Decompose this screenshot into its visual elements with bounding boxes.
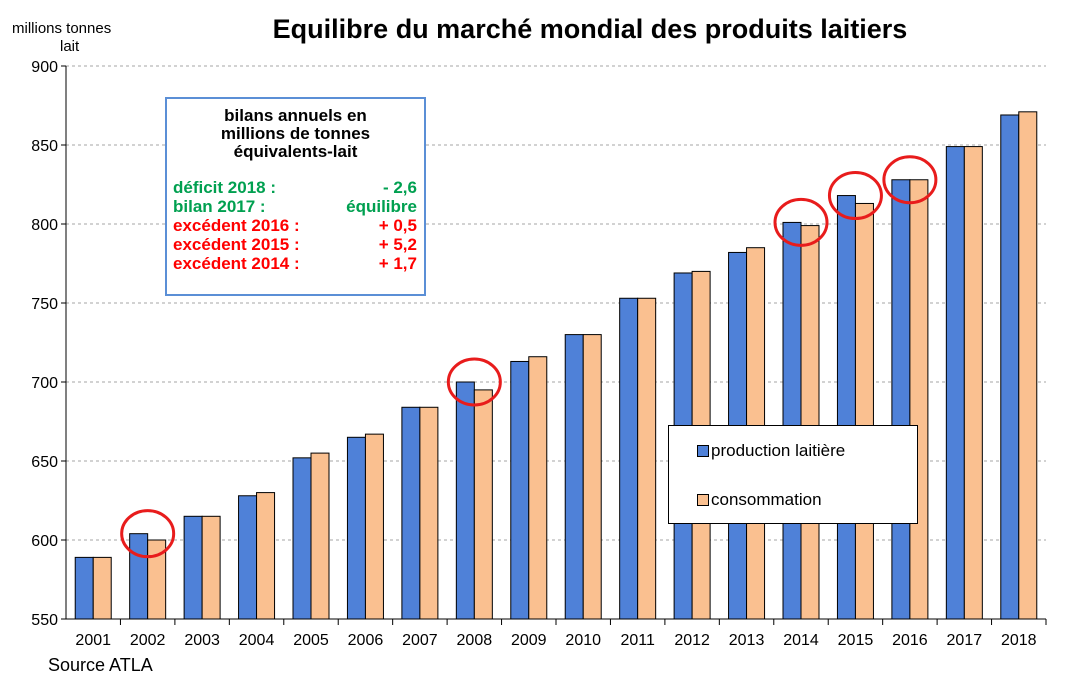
highlight-circle — [773, 197, 829, 247]
bar-production — [891, 179, 911, 620]
legend-swatch-production — [697, 445, 709, 457]
legend-label-consommation: consommation — [711, 490, 822, 509]
balance-value: + 5,2 — [378, 235, 417, 254]
bar-consommation — [1018, 111, 1038, 620]
bar-production — [945, 146, 965, 620]
highlight-circle — [827, 171, 883, 221]
x-tick-label: 2003 — [184, 632, 220, 649]
bar-consommation — [637, 297, 657, 620]
chart-legend: production laitière consommation — [668, 425, 918, 524]
x-tick-label: 2001 — [75, 632, 111, 649]
highlight-circle — [882, 155, 938, 205]
balance-value: + 1,7 — [378, 254, 417, 273]
x-tick-label: 2004 — [239, 632, 275, 649]
x-tick-label: 2006 — [348, 632, 384, 649]
info-title-line: millions de tonnes — [220, 124, 371, 143]
bar-consommation — [963, 146, 983, 620]
balance-label: excédent 2015 : — [173, 235, 300, 254]
bar-consommation — [92, 556, 112, 620]
highlight-circle — [120, 509, 176, 559]
x-tick-label: 2017 — [947, 632, 983, 649]
y-axis-label-line2: lait — [60, 38, 80, 55]
y-axis-label-line1: millions tonnes — [12, 20, 112, 37]
bar-production — [619, 297, 639, 620]
bar-production — [74, 556, 94, 620]
bar-consommation — [473, 389, 493, 620]
x-tick-label: 2007 — [402, 632, 438, 649]
bar-consommation — [201, 515, 221, 620]
bar-production — [183, 515, 203, 620]
chart-title: Equilibre du marché mondial des produits… — [272, 14, 908, 44]
y-tick-label: 750 — [31, 296, 58, 313]
info-box-title: bilans annuels en millions de tonnes équ… — [167, 107, 424, 161]
y-axis-label: millions tonnes lait — [12, 20, 142, 56]
info-title-line: bilans annuels en — [224, 106, 367, 125]
y-tick-label: 700 — [31, 375, 58, 392]
bar-production — [1000, 114, 1020, 620]
x-tick-label: 2005 — [293, 632, 329, 649]
y-tick-label: 600 — [31, 533, 58, 550]
source-note: Source ATLA — [48, 655, 153, 675]
y-tick-label: 900 — [31, 59, 58, 76]
x-tick-label: 2008 — [457, 632, 493, 649]
bar-consommation — [364, 433, 384, 620]
y-tick-label: 800 — [31, 217, 58, 234]
balance-label: excédent 2014 : — [173, 254, 300, 273]
bar-consommation — [528, 356, 548, 620]
x-tick-label: 2014 — [783, 632, 819, 649]
bar-consommation — [310, 452, 330, 620]
x-tick-label: 2015 — [838, 632, 874, 649]
legend-swatch-consommation — [697, 494, 709, 506]
legend-label-production: production laitière — [711, 441, 846, 460]
y-tick-label: 550 — [31, 612, 58, 629]
x-tick-label: 2012 — [674, 632, 710, 649]
balance-value: + 0,5 — [378, 216, 417, 235]
bar-production — [564, 334, 584, 620]
balance-value: - 2,6 — [382, 178, 417, 197]
bar-production — [836, 195, 856, 620]
bar-production — [346, 436, 366, 620]
legend-item-production: production laitière — [697, 441, 846, 461]
x-tick-label: 2018 — [1001, 632, 1037, 649]
bar-production — [401, 406, 421, 620]
x-tick-label: 2011 — [620, 632, 655, 649]
balance-label: bilan 2017 : — [173, 197, 266, 216]
bar-consommation — [800, 225, 820, 620]
x-tick-label: 2013 — [729, 632, 765, 649]
bar-consommation — [256, 492, 276, 620]
x-tick-label: 2009 — [511, 632, 547, 649]
bar-production — [129, 533, 149, 620]
y-tick-label: 850 — [31, 138, 58, 155]
y-tick-label: 650 — [31, 454, 58, 471]
bar-production — [510, 360, 530, 620]
x-tick-label: 2016 — [892, 632, 928, 649]
bar-production — [455, 381, 475, 620]
bar-production — [782, 221, 802, 620]
bar-consommation — [909, 179, 929, 620]
info-title-line: équivalents-lait — [233, 142, 358, 161]
x-tick-label: 2010 — [565, 632, 601, 649]
x-tick-label: 2002 — [130, 632, 166, 649]
balance-label: déficit 2018 : — [173, 178, 276, 197]
bar-production — [292, 457, 312, 620]
bar-consommation — [419, 406, 439, 620]
balance-label: excédent 2016 : — [173, 216, 300, 235]
legend-item-consommation: consommation — [697, 490, 822, 510]
bar-consommation — [854, 202, 874, 620]
bar-consommation — [582, 334, 602, 620]
balance-info-box: bilans annuels en millions de tonnes équ… — [165, 97, 426, 296]
balance-value: équilibre — [346, 197, 417, 216]
highlight-circle — [446, 357, 502, 407]
bar-production — [238, 495, 258, 620]
